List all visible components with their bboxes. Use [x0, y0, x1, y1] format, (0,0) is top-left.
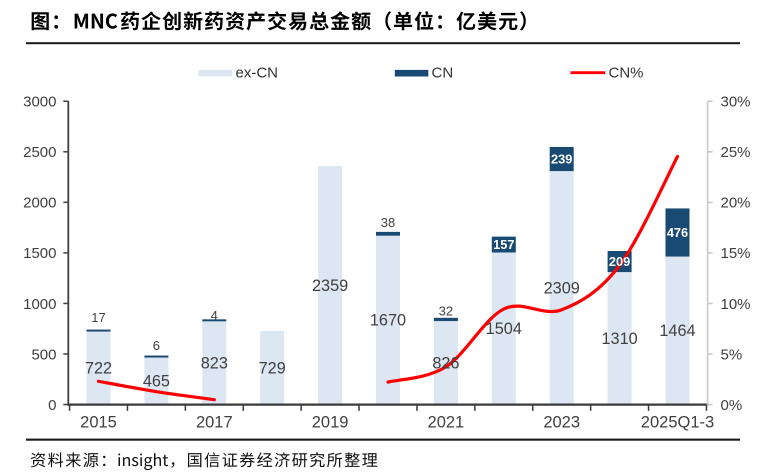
svg-text:17: 17 [91, 310, 105, 325]
svg-text:2017: 2017 [196, 414, 233, 432]
svg-text:5%: 5% [721, 346, 743, 363]
svg-text:465: 465 [143, 373, 170, 391]
svg-text:2021: 2021 [428, 414, 465, 432]
svg-text:1504: 1504 [486, 320, 522, 338]
svg-text:15%: 15% [721, 245, 751, 262]
svg-text:2025Q1-3: 2025Q1-3 [641, 414, 714, 432]
svg-text:38: 38 [381, 215, 395, 230]
svg-text:2000: 2000 [23, 195, 56, 212]
svg-text:30%: 30% [721, 94, 751, 111]
svg-text:239: 239 [551, 152, 572, 167]
svg-text:722: 722 [85, 360, 112, 378]
svg-text:823: 823 [201, 355, 228, 373]
svg-text:2019: 2019 [312, 414, 349, 432]
svg-text:6: 6 [153, 338, 160, 353]
svg-text:2015: 2015 [80, 414, 117, 432]
svg-text:1464: 1464 [659, 322, 695, 340]
svg-text:476: 476 [667, 225, 688, 240]
svg-text:209: 209 [609, 254, 630, 269]
svg-text:1500: 1500 [23, 245, 56, 262]
svg-text:3000: 3000 [23, 94, 56, 111]
svg-text:20%: 20% [721, 195, 751, 212]
svg-text:32: 32 [439, 303, 453, 318]
svg-text:500: 500 [31, 346, 56, 363]
svg-text:2500: 2500 [23, 144, 56, 161]
svg-text:157: 157 [493, 237, 514, 252]
svg-text:2023: 2023 [543, 414, 580, 432]
svg-text:CN%: CN% [609, 65, 644, 82]
svg-text:729: 729 [259, 359, 286, 377]
svg-text:0: 0 [48, 397, 56, 414]
svg-text:1000: 1000 [23, 296, 56, 313]
svg-text:2359: 2359 [312, 277, 348, 295]
svg-text:0%: 0% [721, 397, 743, 414]
svg-text:1310: 1310 [601, 330, 637, 348]
svg-text:25%: 25% [721, 144, 751, 161]
svg-text:2309: 2309 [544, 279, 580, 297]
svg-text:4: 4 [211, 308, 218, 323]
svg-text:CN: CN [432, 65, 454, 82]
svg-text:826: 826 [432, 354, 459, 372]
svg-text:1670: 1670 [370, 312, 406, 330]
svg-text:10%: 10% [721, 296, 751, 313]
svg-text:ex-CN: ex-CN [236, 65, 279, 82]
